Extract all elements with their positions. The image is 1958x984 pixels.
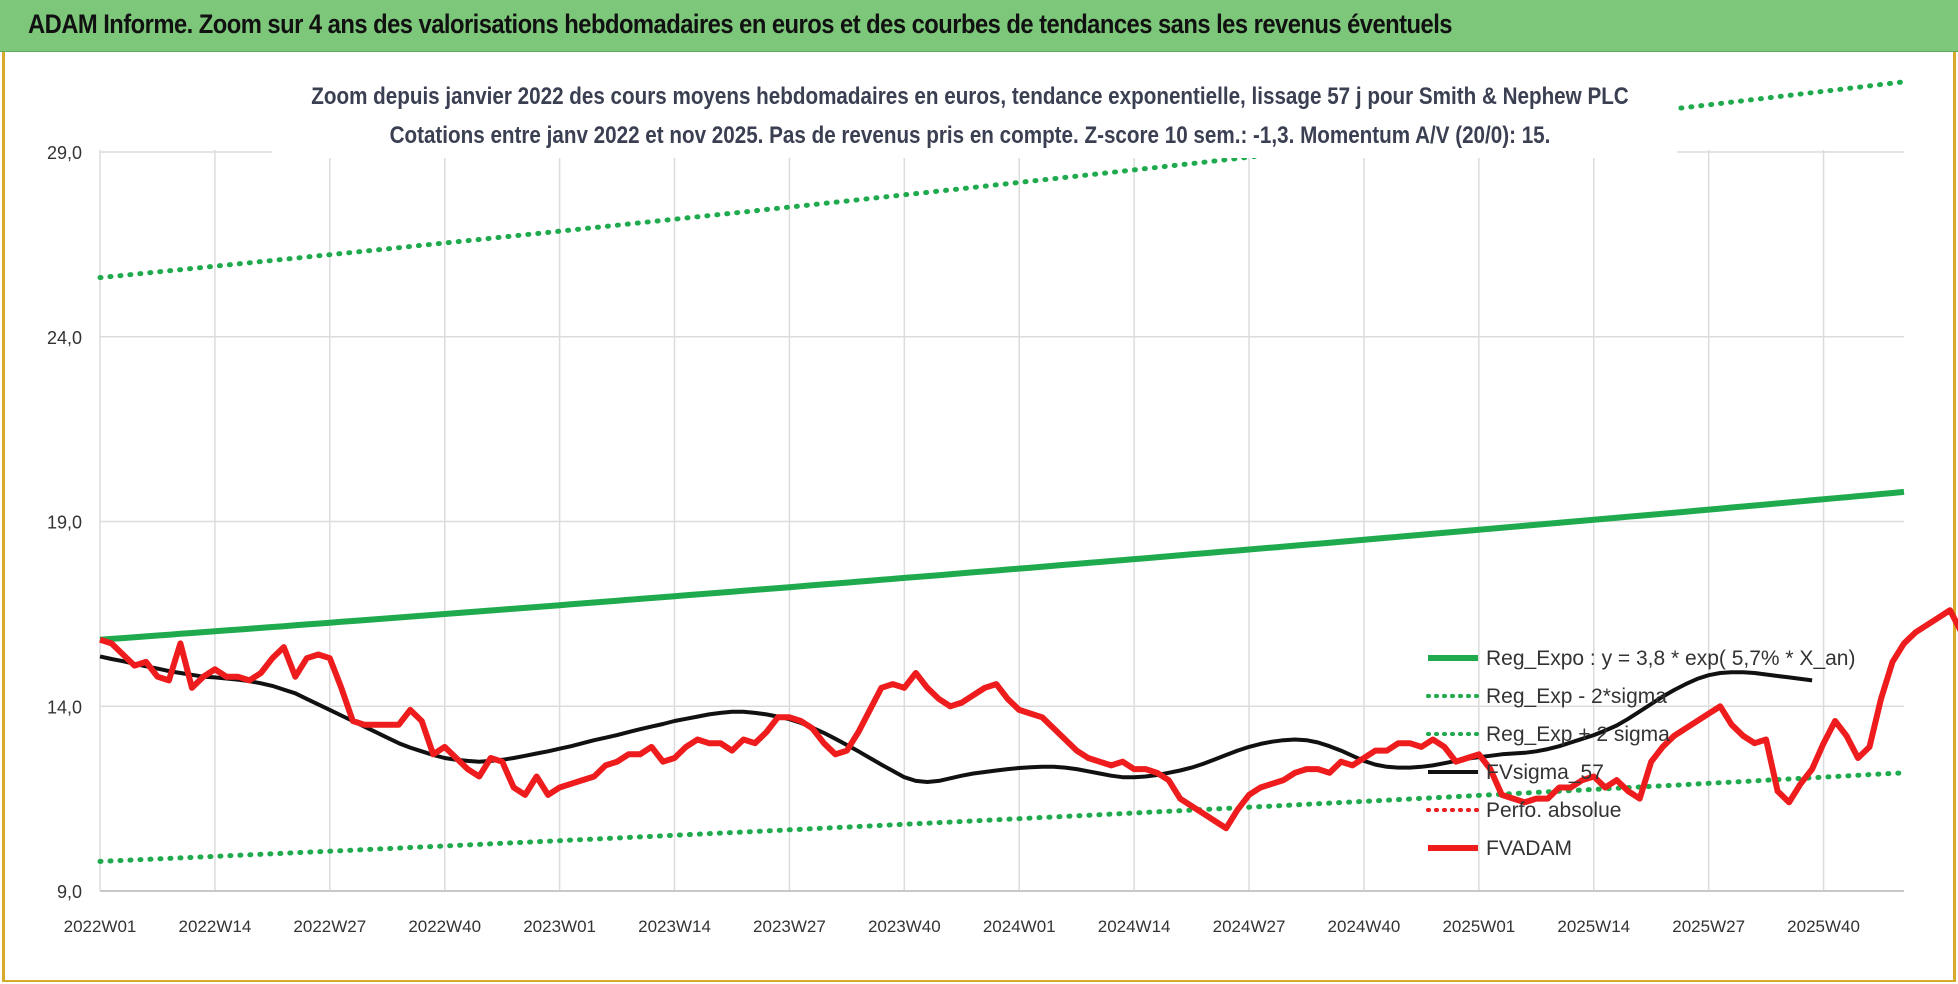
chart-subtitle: Cotations entre janv 2022 et nov 2025. P… — [390, 122, 1551, 149]
fvsigma57-line — [99, 654, 1813, 784]
title-background — [272, 74, 1677, 158]
chart-frame — [2, 52, 1956, 982]
y-tick-label: 14,0 — [47, 697, 82, 717]
fvadam-line — [99, 607, 1958, 832]
legend-label: Reg_Exp + 2 sigma — [1486, 723, 1670, 746]
series-layer — [97, 79, 1958, 864]
y-tick-label: 24,0 — [47, 328, 82, 348]
legend-label: Reg_Exp - 2*sigma — [1486, 685, 1667, 708]
report-title: ADAM Informe. Zoom sur 4 ans des valoris… — [28, 9, 1453, 39]
legend-label: Reg_Expo : y = 3,8 * exp( 5,7% * X_an) — [1486, 647, 1855, 670]
y-axis-ticks: 9,0 14,0 19,0 24,0 29,0 — [47, 143, 82, 902]
legend-label: FVsigma_57 — [1486, 761, 1604, 784]
x-tick-label: 2024W01 — [983, 917, 1056, 936]
x-tick-label: 2024W27 — [1213, 917, 1286, 936]
x-tick-label: 2022W27 — [293, 917, 366, 936]
x-tick-label: 2022W40 — [408, 917, 481, 936]
legend: Reg_Expo : y = 3,8 * exp( 5,7% * X_an) Re… — [1426, 647, 1855, 860]
y-tick-label: 9,0 — [57, 882, 82, 902]
report-banner: ADAM Informe. Zoom sur 4 ans des valoris… — [0, 0, 1958, 52]
x-tick-label: 2024W14 — [1098, 917, 1171, 936]
x-tick-label: 2025W40 — [1787, 917, 1860, 936]
x-tick-label: 2025W27 — [1672, 917, 1745, 936]
x-tick-label: 2025W14 — [1557, 917, 1630, 936]
chart-title: Zoom depuis janvier 2022 des cours moyen… — [311, 83, 1628, 110]
x-tick-label: 2022W14 — [179, 917, 252, 936]
x-tick-label: 2023W40 — [868, 917, 941, 936]
grid — [99, 150, 1904, 892]
reg-expo-line — [99, 488, 1905, 643]
x-tick-label: 2023W14 — [638, 917, 711, 936]
x-tick-label: 2022W01 — [64, 917, 137, 936]
x-tick-label: 2023W01 — [523, 917, 596, 936]
legend-label: Perfo. absolue — [1486, 799, 1621, 822]
x-tick-label: 2024W40 — [1328, 917, 1401, 936]
y-tick-label: 19,0 — [47, 513, 82, 533]
x-axis-ticks: 2022W01 2022W14 2022W27 2022W40 2023W01 2023W… — [64, 917, 1860, 936]
legend-label: FVADAM — [1486, 837, 1572, 860]
reg-exp-minus-2sigma-line — [97, 770, 1907, 864]
y-tick-label: 29,0 — [47, 143, 82, 163]
x-tick-label: 2025W01 — [1442, 917, 1515, 936]
x-tick-label: 2023W27 — [753, 917, 826, 936]
